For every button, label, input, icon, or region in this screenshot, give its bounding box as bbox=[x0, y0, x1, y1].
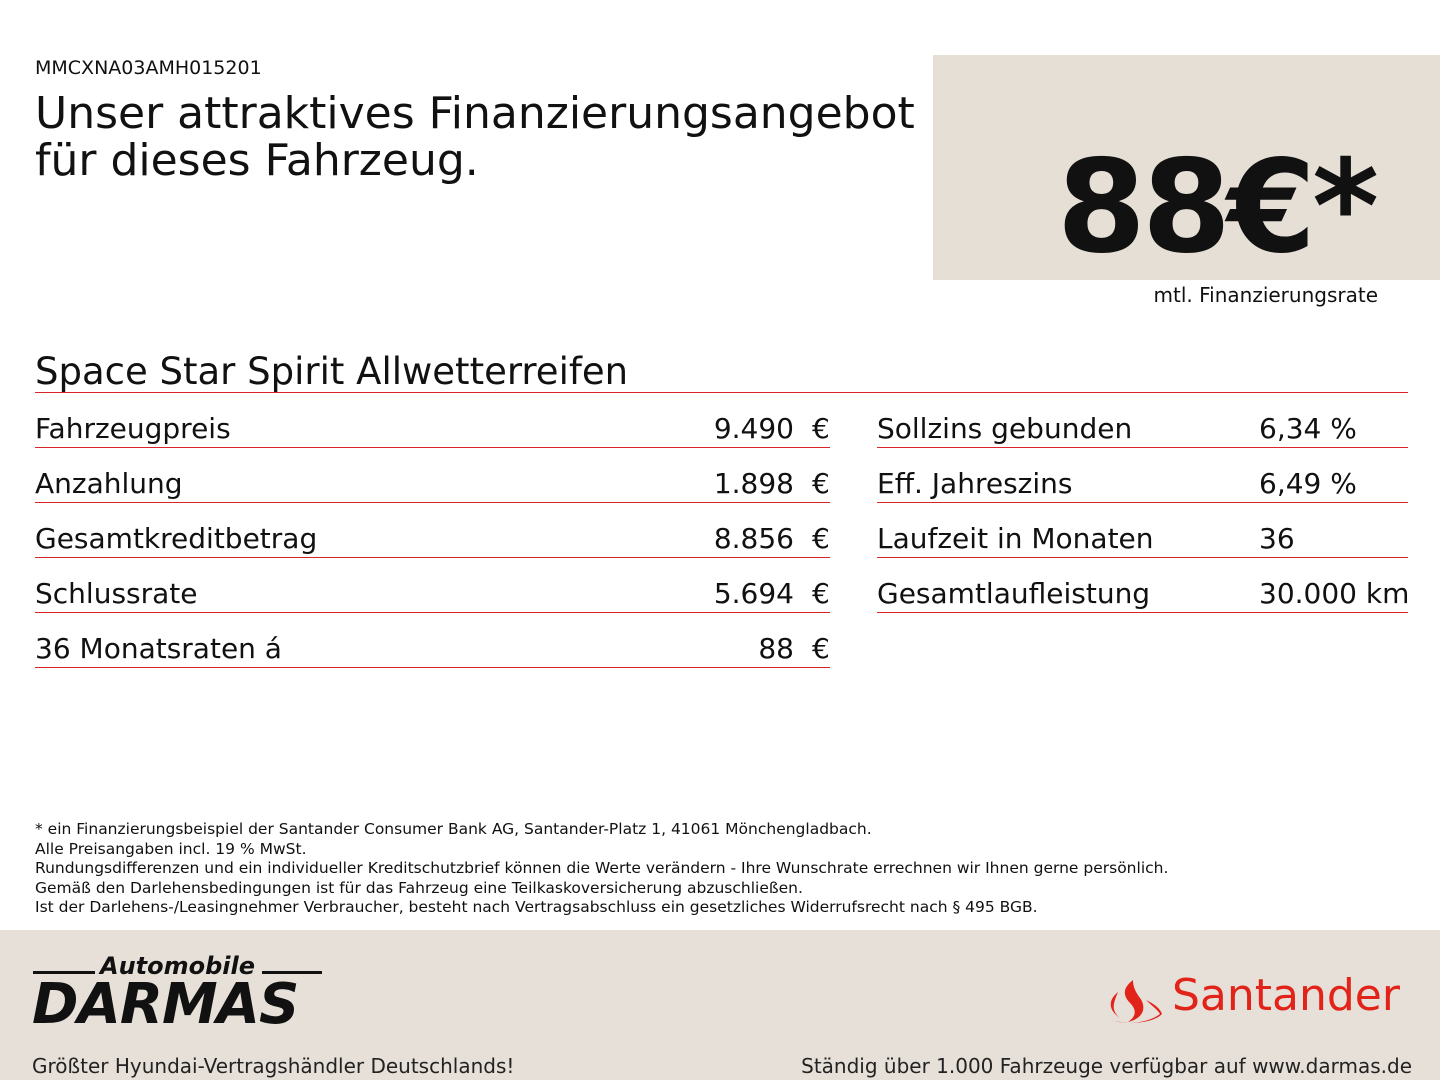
row-label: Anzahlung bbox=[35, 467, 183, 500]
row-value: 88 bbox=[758, 632, 794, 665]
rate-label: mtl. Finanzierungsrate bbox=[1153, 283, 1378, 307]
row-value: 5.694 bbox=[713, 577, 794, 610]
row-divider bbox=[35, 667, 830, 668]
headline: Unser attraktives Finanzierungsangebot f… bbox=[35, 90, 915, 184]
row-value: 30.000 km bbox=[1259, 577, 1410, 610]
divider bbox=[35, 392, 1408, 393]
row-value: 6,49 % bbox=[1259, 467, 1357, 500]
row-unit: € bbox=[812, 577, 830, 610]
row-divider bbox=[35, 447, 830, 448]
footnote-line: Alle Preisangaben incl. 19 % MwSt. bbox=[35, 839, 307, 858]
row-unit: € bbox=[812, 467, 830, 500]
footnote-line: Rundungsdifferenzen und ein individuelle… bbox=[35, 859, 1169, 877]
model-name: Space Star Spirit Allwetterreifen bbox=[35, 350, 629, 393]
headline-line: für dieses Fahrzeug. bbox=[35, 135, 479, 186]
row-value: 36 bbox=[1259, 522, 1295, 555]
dealer-prefix: Automobile bbox=[100, 952, 256, 980]
row-divider bbox=[877, 447, 1408, 448]
bank-flame bbox=[1110, 980, 1162, 1023]
footer: Automobile DARMAS Größter Hyundai-Vertra… bbox=[0, 930, 1440, 1080]
footnote-line: Ist der Darlehens-/Leasingnehmer Verbrau… bbox=[35, 898, 1038, 916]
row-label: Fahrzeugpreis bbox=[35, 412, 231, 445]
dealer-name: DARMAS bbox=[32, 972, 299, 1037]
row-label: Sollzins gebunden bbox=[877, 412, 1133, 445]
row-value: 8.856 bbox=[713, 522, 794, 555]
bank-name: Santander bbox=[1172, 970, 1400, 1021]
row-unit: € bbox=[812, 632, 830, 665]
row-divider bbox=[877, 502, 1408, 503]
row-label: Schlussrate bbox=[35, 577, 198, 610]
vehicle-code: MMCXNA03AMH015201 bbox=[35, 57, 262, 79]
row-divider bbox=[877, 612, 1408, 613]
row-divider bbox=[35, 557, 830, 558]
row-unit: € bbox=[812, 412, 830, 445]
row-divider bbox=[35, 612, 830, 613]
logo-rule bbox=[262, 971, 322, 974]
price-box: 88€* mtl. Finanzierungsrate bbox=[933, 55, 1440, 307]
footnote-line: Gemäß den Darlehensbedingungen ist für d… bbox=[35, 878, 803, 897]
row-value: 9.490 bbox=[713, 412, 794, 445]
row-label: Laufzeit in Monaten bbox=[877, 522, 1154, 555]
row-divider bbox=[35, 502, 830, 503]
footer-graphics bbox=[33, 971, 1162, 1023]
row-value: 1.898 bbox=[713, 467, 794, 500]
row-value: 6,34 % bbox=[1259, 412, 1357, 445]
stock-note: Ständig über 1.000 Fahrzeuge verfügbar a… bbox=[801, 1054, 1412, 1078]
monthly-rate: 88€* bbox=[1056, 133, 1379, 282]
row-label: 36 Monatsraten á bbox=[35, 632, 282, 665]
row-divider bbox=[877, 557, 1408, 558]
headline-line: Unser attraktives Finanzierungsangebot bbox=[35, 88, 915, 139]
row-label: Gesamtkreditbetrag bbox=[35, 522, 318, 555]
dealer-slogan: Größter Hyundai-Vertragshändler Deutschl… bbox=[32, 1054, 515, 1078]
row-label: Gesamtlaufleistung bbox=[877, 577, 1151, 610]
row-unit: € bbox=[812, 522, 830, 555]
row-label: Eff. Jahreszins bbox=[877, 467, 1073, 500]
logo-rule bbox=[33, 971, 95, 974]
footnote-line: * ein Finanzierungsbeispiel der Santande… bbox=[35, 820, 872, 838]
footnotes: * ein Finanzierungsbeispiel der Santande… bbox=[35, 820, 1168, 918]
